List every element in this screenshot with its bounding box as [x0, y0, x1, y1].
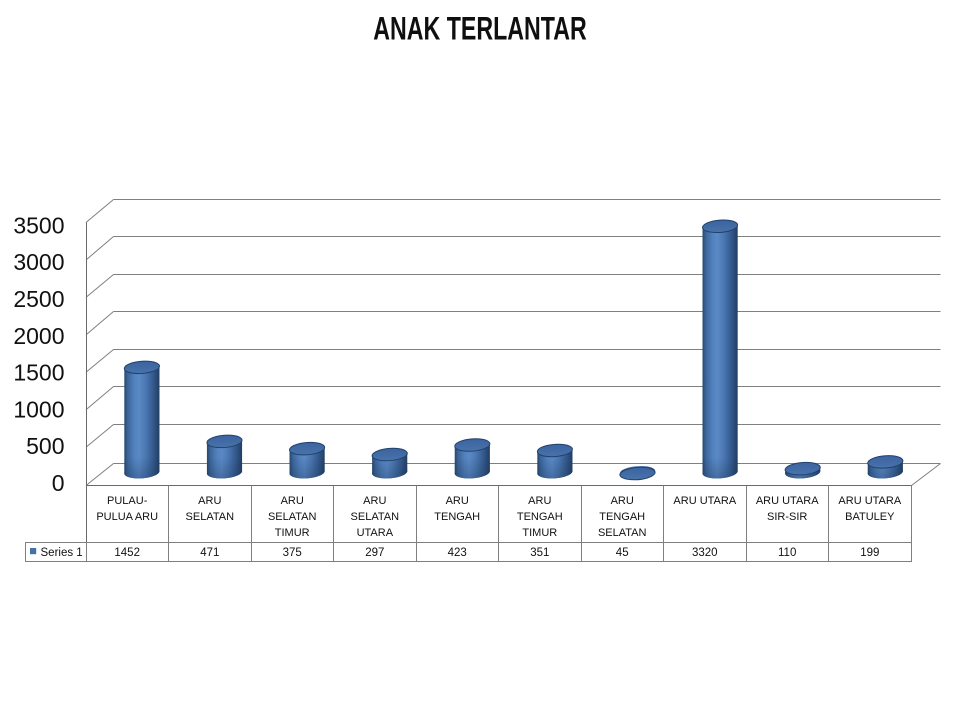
svg-text:BATULEY: BATULEY: [845, 511, 895, 523]
svg-text:2500: 2500: [13, 286, 64, 312]
svg-text:1000: 1000: [13, 396, 64, 422]
svg-text:SELATAN: SELATAN: [351, 511, 400, 523]
svg-text:ANAK TERLANTAR: ANAK TERLANTAR: [373, 11, 586, 46]
svg-text:UTARA: UTARA: [357, 527, 394, 539]
svg-text:375: 375: [283, 547, 302, 559]
svg-text:3500: 3500: [13, 213, 64, 239]
svg-text:199: 199: [860, 547, 879, 559]
svg-text:500: 500: [26, 433, 64, 459]
svg-text:1500: 1500: [13, 360, 64, 386]
svg-text:3000: 3000: [13, 249, 64, 275]
svg-text:TIMUR: TIMUR: [522, 527, 557, 539]
svg-text:ARU UTARA: ARU UTARA: [838, 495, 901, 507]
svg-text:SIR-SIR: SIR-SIR: [767, 511, 807, 523]
svg-text:TENGAH: TENGAH: [434, 511, 480, 523]
svg-text:471: 471: [200, 547, 219, 559]
svg-text:1452: 1452: [114, 547, 140, 559]
svg-text:ARU: ARU: [281, 495, 304, 507]
svg-text:ARU: ARU: [611, 495, 634, 507]
svg-text:45: 45: [616, 547, 629, 559]
svg-text:0: 0: [52, 470, 65, 496]
svg-text:SELATAN: SELATAN: [186, 511, 235, 523]
svg-text:SELATAN: SELATAN: [268, 511, 317, 523]
svg-text:TENGAH: TENGAH: [599, 511, 645, 523]
svg-text:ARU UTARA: ARU UTARA: [673, 495, 736, 507]
svg-text:2000: 2000: [13, 323, 64, 349]
svg-text:ARU UTARA: ARU UTARA: [756, 495, 819, 507]
svg-text:ARU: ARU: [198, 495, 221, 507]
svg-text:PULUA ARU: PULUA ARU: [96, 511, 158, 523]
svg-text:ARU: ARU: [446, 495, 469, 507]
svg-text:ARU: ARU: [528, 495, 551, 507]
svg-text:423: 423: [448, 547, 467, 559]
svg-text:110: 110: [778, 547, 796, 559]
svg-text:SELATAN: SELATAN: [598, 527, 647, 539]
svg-text:3320: 3320: [692, 547, 718, 559]
svg-text:TIMUR: TIMUR: [275, 527, 310, 539]
svg-text:351: 351: [530, 547, 549, 559]
svg-text:TENGAH: TENGAH: [517, 511, 563, 523]
svg-text:ARU: ARU: [363, 495, 386, 507]
svg-text:Series 1: Series 1: [41, 547, 83, 559]
svg-text:297: 297: [365, 547, 384, 559]
svg-text:PULAU-: PULAU-: [107, 495, 148, 507]
